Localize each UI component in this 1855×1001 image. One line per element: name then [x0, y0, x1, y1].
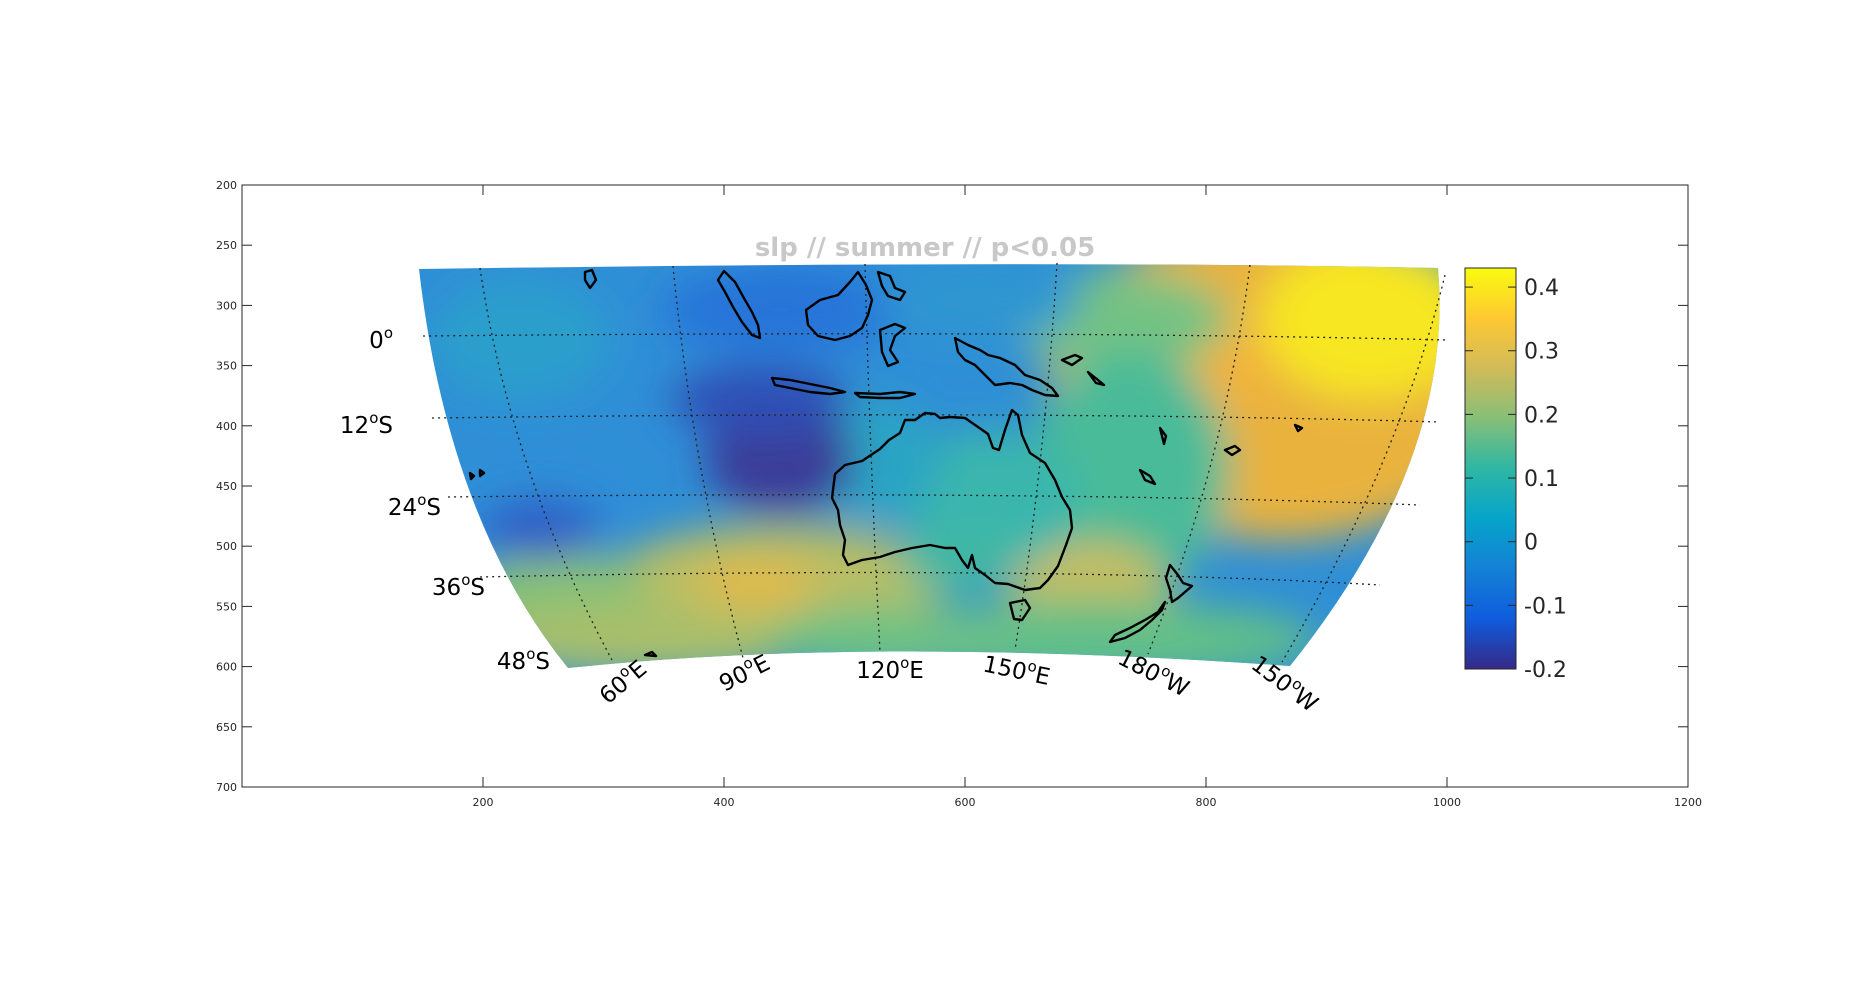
y-tick-label: 650: [216, 721, 237, 734]
colorbar-tick-label: -0.1: [1524, 594, 1567, 619]
y-tick-label: 700: [216, 781, 237, 794]
y-tick-label: 200: [216, 179, 237, 192]
latitude-label: 36oS: [432, 571, 485, 601]
sumatra-coastline: [716, 269, 762, 340]
islands-coastline: [468, 468, 658, 658]
chart-title: slp // summer // p<0.05: [755, 233, 1095, 263]
colorbar-tick-label: 0: [1524, 531, 1538, 556]
direction-mark: E: [750, 650, 775, 680]
x-tick-label: 800: [1196, 796, 1217, 809]
latitude-value: 24: [388, 495, 417, 521]
latitude-value: 12: [340, 413, 369, 439]
y-tick-label: 500: [216, 540, 237, 553]
longitude-value: 120: [856, 658, 900, 684]
y-tick-label: 300: [216, 299, 237, 312]
direction-mark: E: [1033, 662, 1053, 690]
vanuatu-coastline: [1138, 426, 1168, 486]
fiji-coastline: [1223, 423, 1304, 457]
philippines-coastline: [876, 270, 907, 302]
y-tick-label: 600: [216, 661, 237, 674]
latitude-label: 12oS: [340, 409, 393, 439]
map-graticule: [422, 262, 1448, 663]
tasmania-coastline: [1008, 598, 1032, 622]
new-guinea-coastline: [953, 336, 1060, 398]
x-tick-label: 1200: [1674, 796, 1702, 809]
hemisphere-mark: S: [470, 575, 485, 601]
y-tick-label: 400: [216, 420, 237, 433]
degree-mark: o: [369, 409, 378, 427]
latitude-value: 48: [497, 649, 526, 675]
borneo-coastline: [804, 270, 874, 342]
x-tick-label: 200: [473, 796, 494, 809]
java-coastline: [770, 376, 847, 396]
y-tick-label: 250: [216, 239, 237, 252]
new-zealand-north-coastline: [1164, 563, 1194, 604]
colorbar-tick-label: -0.2: [1524, 658, 1567, 683]
hemisphere-mark: S: [378, 413, 393, 439]
australia-coastline: [830, 408, 1074, 592]
sulawesi-coastline: [878, 322, 907, 368]
lesser-sunda-coastline: [853, 390, 917, 400]
y-tick-label: 350: [216, 360, 237, 373]
degree-mark: o: [1026, 657, 1039, 677]
latitude-value: 0: [369, 328, 384, 354]
longitude-value: 150: [981, 651, 1029, 686]
colorbar-scale: [1464, 267, 1517, 670]
solomon-islands-coastline: [1060, 353, 1106, 387]
colorbar-tick-label: 0.3: [1524, 340, 1559, 365]
longitude-label: 120oE: [856, 654, 924, 684]
hemisphere-mark: S: [535, 649, 550, 675]
x-tick-label: 400: [714, 796, 735, 809]
new-zealand-south-coastline: [1108, 600, 1167, 644]
degree-mark: o: [461, 571, 470, 589]
x-axis: 200 400 600 800 1000 1200: [473, 185, 1702, 809]
longitude-label: 150oE: [981, 647, 1053, 690]
x-tick-label: 600: [955, 796, 976, 809]
hemisphere-mark: S: [426, 495, 441, 521]
pressure-correlation-field: [419, 264, 1440, 668]
degree-mark: o: [526, 645, 535, 663]
degree-mark: o: [417, 491, 426, 509]
colorbar-tick-label: 0.2: [1524, 403, 1559, 428]
degree-mark: o: [384, 324, 393, 342]
direction-mark: E: [909, 658, 924, 684]
x-tick-label: 1000: [1433, 796, 1461, 809]
degree-mark: o: [900, 654, 909, 672]
colorbar-tick-label: 0.1: [1524, 467, 1559, 492]
latitude-label: 48oS: [497, 645, 550, 675]
latitude-label: 0o: [369, 324, 393, 354]
y-tick-label: 550: [216, 600, 237, 613]
y-tick-label: 450: [216, 480, 237, 493]
colorbar: 0.4 0.3 0.2 0.1 0 -0.1 -0.2: [1464, 267, 1567, 683]
colorbar-tick-label: 0.4: [1524, 276, 1559, 301]
latitude-value: 36: [432, 575, 461, 601]
sri-lanka-coastline: [583, 268, 598, 290]
coastlines: [468, 268, 1304, 658]
latitude-label: 24oS: [388, 491, 441, 521]
y-axis: 200 250 300 350 400 450 500 550 600 650 700: [216, 179, 1688, 794]
colorbar-ticks: 0.4 0.3 0.2 0.1 0 -0.1 -0.2: [1465, 276, 1567, 683]
